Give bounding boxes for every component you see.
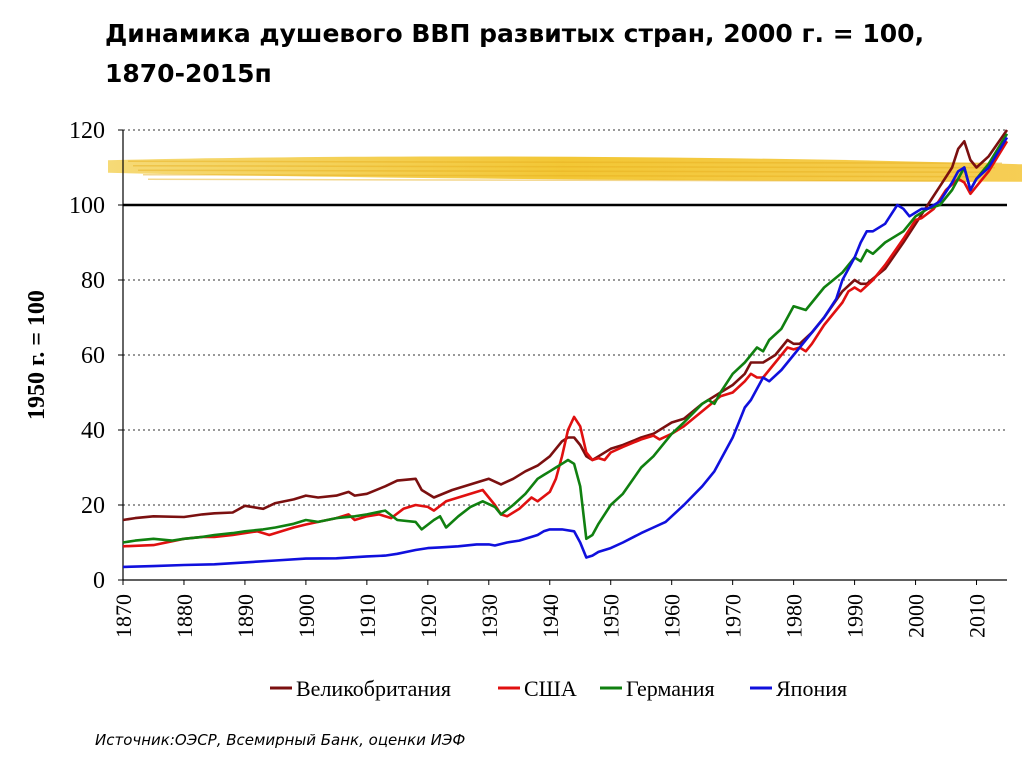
x-tick-label: 1880 [172,594,197,638]
brush-streak [142,174,982,178]
y-tick-label: 80 [81,268,105,294]
brush-streak [127,160,1003,164]
x-tick-label: 1980 [782,594,807,638]
legend-label-3: Япония [776,676,847,701]
y-tick-label: 40 [81,418,105,444]
legend: Великобритания США Германия Япония [270,676,847,701]
y-axis-label: 1950 г. = 100 [24,290,50,420]
y-tick-label: 60 [81,343,105,369]
y-tick-label: 120 [69,118,105,144]
grid-lines [123,129,1007,506]
x-tick-label: 1960 [660,594,685,638]
tick-labels: 0 20 40 60 80 100 120 1870 1880 1890 1900 1910 1920 1… [69,118,990,638]
brush-streak [137,169,989,173]
source-note: Источник:ОЭСР, Всемирный Банк, оценки ИЭ… [95,731,466,749]
x-tick-label: 1950 [599,594,624,638]
x-tick-label: 1930 [477,594,502,638]
y-tick-label: 20 [81,493,105,519]
x-tick-label: 1900 [294,594,319,638]
brush-streak [147,178,975,182]
x-tick-label: 1940 [538,594,563,638]
chart-title: Динамика душевого ВВП развитых стран, 20… [105,19,925,88]
highlight-band [108,156,1022,182]
x-tick-label: 1990 [843,594,868,638]
brush-streak [132,165,996,169]
x-tick-label: 1870 [111,594,136,638]
series-lines [122,129,1009,569]
x-tick-label: 1890 [233,594,258,638]
series-line-3 [122,136,1009,569]
series-line-2 [122,133,1009,544]
x-tick-label: 2000 [904,594,929,638]
x-tick-label: 1920 [416,594,441,638]
series-line-1 [122,140,1009,548]
y-tick-label: 100 [69,193,105,219]
x-tick-label: 1970 [721,594,746,638]
legend-label-2: Германия [626,676,715,701]
legend-label-0: Великобритания [296,676,451,701]
axes [118,129,1007,585]
y-tick-label: 0 [93,568,105,594]
x-tick-label: 1910 [355,594,380,638]
legend-label-1: США [524,676,577,701]
x-tick-label: 2010 [965,594,990,638]
highlight-band-shape [108,156,1022,182]
